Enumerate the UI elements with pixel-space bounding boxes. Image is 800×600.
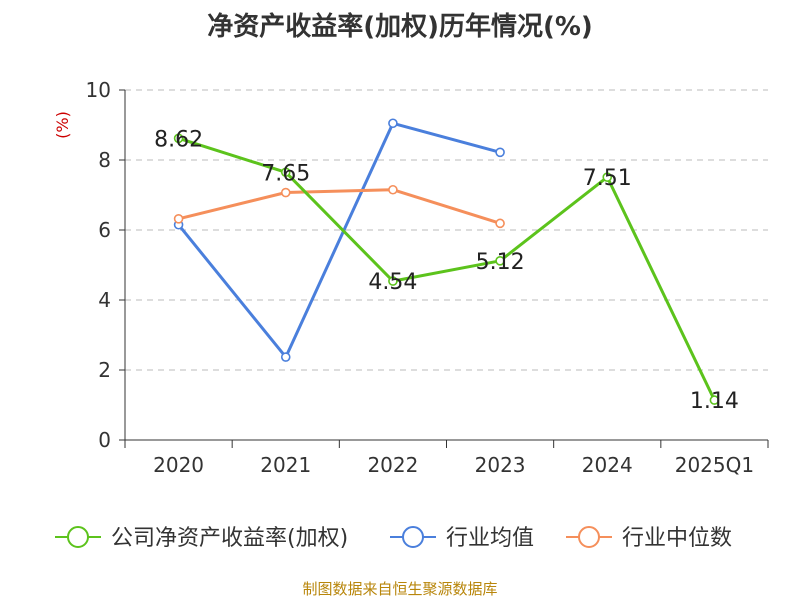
legend-marker <box>402 526 424 548</box>
data-label: 1.14 <box>690 389 739 414</box>
y-tick-label: 6 <box>98 218 111 242</box>
x-tick-label: 2025Q1 <box>675 453 754 477</box>
y-tick-label: 4 <box>98 288 111 312</box>
legend-label: 行业均值 <box>446 526 534 551</box>
chart-title: 净资产收益率(加权)历年情况(%) <box>207 12 593 42</box>
data-label: 4.54 <box>368 270 417 295</box>
data-point <box>388 118 398 129</box>
legend-label: 行业中位数 <box>622 526 732 551</box>
x-tick-label: 2020 <box>153 453 204 477</box>
data-point <box>709 395 720 405</box>
data-point <box>495 218 505 229</box>
series-lines <box>173 118 720 405</box>
y-axis-label: (%) <box>53 111 72 139</box>
data-point <box>173 133 184 144</box>
data-point <box>173 214 184 224</box>
series-line-2 <box>178 188 501 225</box>
legend-item: 行业中位数 <box>566 526 732 551</box>
source-note: 制图数据来自恒生聚源数据库 <box>302 580 498 598</box>
x-tick-label: 2022 <box>367 453 418 477</box>
legend-item: 行业均值 <box>390 526 534 551</box>
legend-marker <box>67 526 89 548</box>
data-label: 5.12 <box>476 250 525 275</box>
y-tick-label: 10 <box>86 78 111 102</box>
data-point <box>280 167 291 178</box>
x-tick-label: 2024 <box>582 453 633 477</box>
data-point <box>388 184 398 195</box>
data-label: 8.62 <box>154 127 203 152</box>
series-line-1 <box>177 121 501 359</box>
axes: 0 2 4 6 8 10 (%) 2020 2021 2022 2023 2024 2025Q1 <box>53 78 769 477</box>
y-tick-label: 8 <box>98 148 111 172</box>
data-label: 7.51 <box>583 166 632 191</box>
data-point <box>280 187 291 198</box>
legend: 公司净资产收益率(加权) 行业均值 行业中位数 <box>55 526 732 551</box>
grid-lines <box>125 89 768 371</box>
x-tick-label: 2021 <box>260 453 311 477</box>
series-line-0 <box>178 136 716 401</box>
y-tick-label: 0 <box>98 428 111 452</box>
data-point <box>495 255 505 266</box>
legend-item: 公司净资产收益率(加权) <box>55 526 348 551</box>
data-point <box>280 352 291 362</box>
x-tick-label: 2023 <box>475 453 526 477</box>
data-labels: 8.62 7.65 4.54 5.12 7.51 1.14 <box>154 127 739 414</box>
data-point <box>602 172 613 182</box>
data-point <box>388 276 398 286</box>
legend-marker <box>578 526 600 548</box>
data-label: 7.65 <box>261 161 310 186</box>
y-tick-label: 2 <box>98 358 111 382</box>
data-point <box>495 147 505 158</box>
legend-label: 公司净资产收益率(加权) <box>111 526 348 551</box>
